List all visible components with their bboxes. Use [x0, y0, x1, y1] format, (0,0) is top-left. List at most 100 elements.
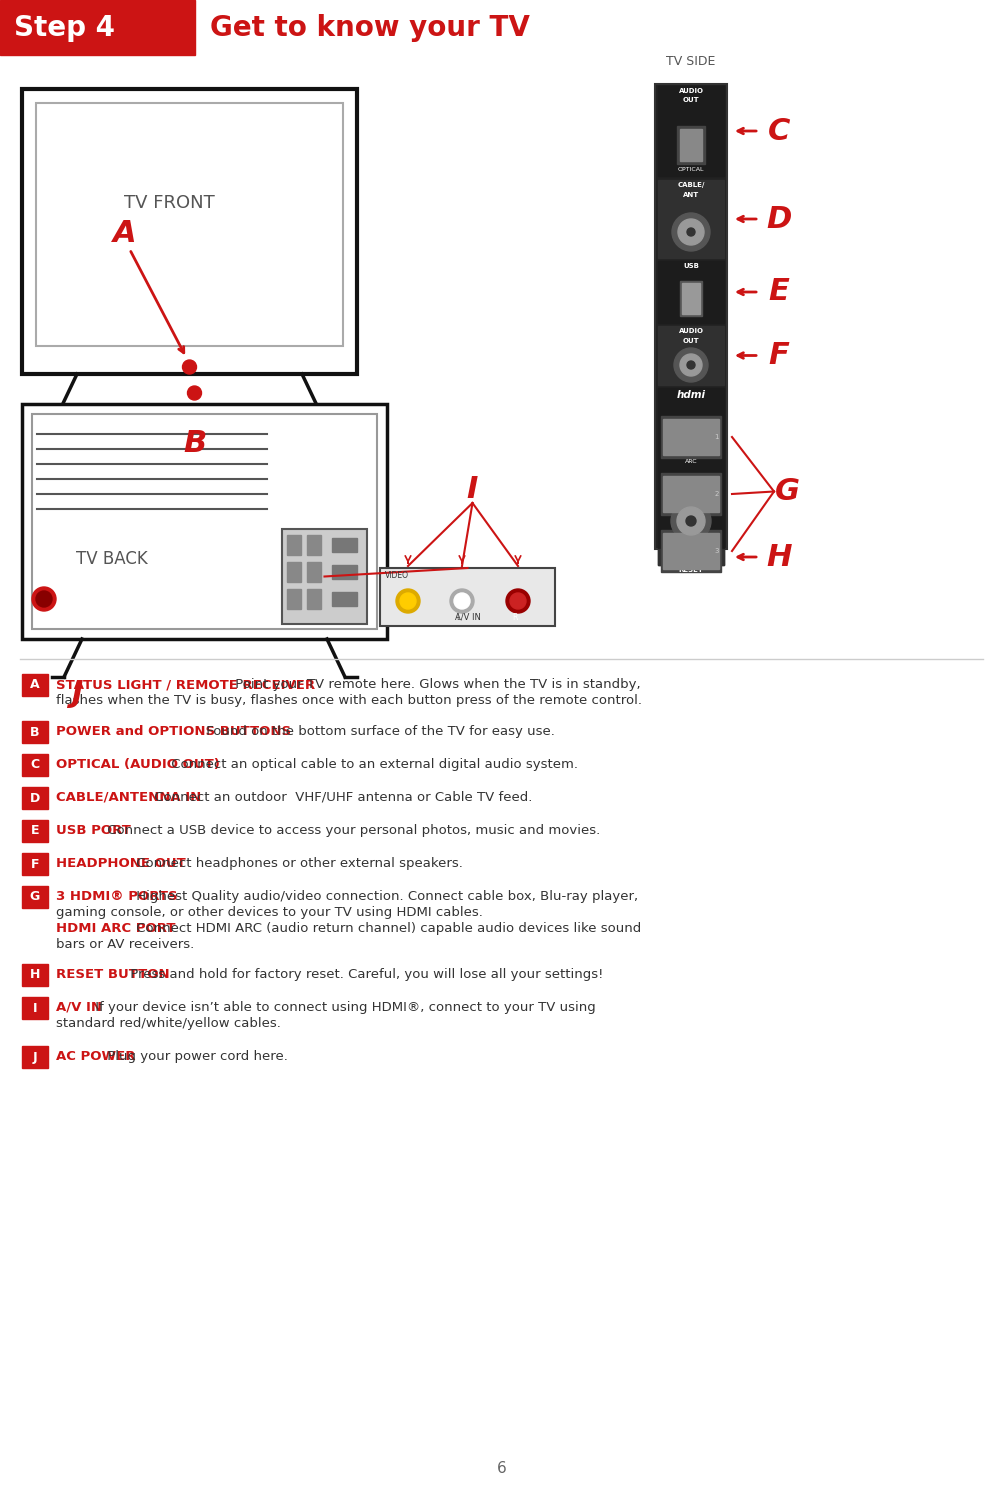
Text: G: G: [30, 890, 40, 904]
Text: If your device isn’t able to connect using HDMI®, connect to your TV using: If your device isn’t able to connect usi…: [91, 1001, 595, 1014]
Text: Highest Quality audio/video connection. Connect cable box, Blu-ray player,: Highest Quality audio/video connection. …: [132, 890, 637, 902]
Circle shape: [509, 593, 525, 610]
Bar: [282, 529, 367, 624]
Text: J: J: [71, 680, 82, 708]
Text: Plug your power cord here.: Plug your power cord here.: [102, 1050, 288, 1064]
Bar: [332, 565, 357, 580]
Bar: [22, 996, 48, 1019]
Text: AUDIO: AUDIO: [677, 329, 702, 335]
Text: L: L: [456, 613, 460, 622]
Bar: [657, 261, 723, 323]
Text: AUDIO: AUDIO: [677, 88, 702, 94]
Text: 3: 3: [713, 548, 718, 554]
Text: VIDEO: VIDEO: [385, 571, 409, 580]
Text: Connect a USB device to access your personal photos, music and movies.: Connect a USB device to access your pers…: [102, 825, 599, 837]
Circle shape: [670, 500, 710, 541]
Circle shape: [685, 515, 695, 526]
Circle shape: [450, 589, 474, 613]
Text: B: B: [30, 726, 40, 738]
Circle shape: [505, 589, 529, 613]
Bar: [660, 415, 720, 459]
Bar: [36, 103, 343, 347]
Bar: [660, 474, 720, 515]
Bar: [657, 179, 723, 258]
Text: POWER and OPTIONS BUTTONS: POWER and OPTIONS BUTTONS: [56, 725, 291, 738]
Text: F: F: [31, 858, 39, 871]
Text: CABLE/: CABLE/: [676, 182, 704, 188]
Text: bars or AV receivers.: bars or AV receivers.: [56, 938, 194, 952]
Circle shape: [182, 360, 196, 374]
Bar: [287, 589, 301, 610]
Circle shape: [671, 214, 709, 251]
Text: RESET BUTTON: RESET BUTTON: [56, 968, 169, 982]
Text: gaming console, or other devices to your TV using HDMI cables.: gaming console, or other devices to your…: [56, 905, 482, 919]
Bar: [32, 414, 377, 629]
Bar: [22, 886, 48, 908]
Bar: [22, 1046, 48, 1068]
Bar: [287, 562, 301, 583]
Circle shape: [686, 229, 694, 236]
Bar: [22, 787, 48, 808]
Text: Point your TV remote here. Glows when the TV is in standby,: Point your TV remote here. Glows when th…: [231, 678, 640, 692]
Bar: [662, 477, 718, 512]
Bar: [662, 418, 718, 456]
Text: AC POWER: AC POWER: [56, 1050, 135, 1064]
Text: HDMI ARC PORT: HDMI ARC PORT: [56, 922, 175, 935]
Text: R: R: [511, 613, 517, 622]
Bar: [654, 84, 726, 548]
Circle shape: [187, 385, 201, 400]
Text: OPTICAL (AUDIO OUT): OPTICAL (AUDIO OUT): [56, 757, 219, 771]
Bar: [679, 281, 701, 317]
Text: A: A: [30, 678, 40, 692]
Bar: [657, 548, 723, 565]
Text: C: C: [768, 117, 790, 145]
Text: USB: USB: [682, 263, 698, 269]
Bar: [660, 530, 720, 572]
Text: ARC: ARC: [684, 459, 696, 465]
Text: A/V IN: A/V IN: [454, 613, 480, 622]
Text: I: I: [466, 475, 478, 505]
Text: E: E: [768, 278, 789, 306]
Bar: [380, 568, 554, 626]
Bar: [657, 87, 723, 176]
Text: flashes when the TV is busy, flashes once with each button press of the remote c: flashes when the TV is busy, flashes onc…: [56, 695, 641, 707]
Bar: [662, 533, 718, 569]
Text: Connect HDMI ARC (audio return channel) capable audio devices like sound: Connect HDMI ARC (audio return channel) …: [132, 922, 640, 935]
Text: C: C: [30, 759, 39, 771]
Text: 1: 1: [713, 433, 718, 441]
Circle shape: [679, 354, 701, 376]
Bar: [307, 589, 321, 610]
Text: 3 HDMI® PORTS: 3 HDMI® PORTS: [56, 890, 177, 902]
Text: Get to know your TV: Get to know your TV: [209, 13, 529, 42]
Bar: [307, 562, 321, 583]
Text: ANT: ANT: [682, 193, 698, 199]
Text: Connect an outdoor  VHF/UHF antenna or Cable TV feed.: Connect an outdoor VHF/UHF antenna or Ca…: [149, 790, 531, 804]
Bar: [0, 0, 194, 55]
Circle shape: [32, 587, 56, 611]
Circle shape: [400, 593, 416, 610]
Text: TV SIDE: TV SIDE: [665, 55, 715, 69]
Text: USB PORT: USB PORT: [56, 825, 130, 837]
Text: Connect headphones or other external speakers.: Connect headphones or other external spe…: [132, 858, 463, 870]
Bar: [22, 674, 48, 696]
Text: B: B: [182, 429, 206, 459]
Text: OUT: OUT: [682, 338, 698, 344]
Text: standard red/white/yellow cables.: standard red/white/yellow cables.: [56, 1017, 281, 1029]
Bar: [332, 538, 357, 551]
Bar: [22, 820, 48, 843]
Circle shape: [454, 593, 470, 610]
Text: H: H: [30, 968, 40, 982]
Text: Press and hold for factory reset. Careful, you will lose all your settings!: Press and hold for factory reset. Carefu…: [126, 968, 603, 982]
Text: A: A: [112, 220, 136, 248]
Text: I: I: [33, 1001, 37, 1014]
Text: OPTICAL: OPTICAL: [677, 167, 703, 172]
Circle shape: [396, 589, 420, 613]
Bar: [679, 128, 701, 161]
Text: Connect an optical cable to an external digital audio system.: Connect an optical cable to an external …: [167, 757, 577, 771]
Circle shape: [677, 220, 703, 245]
Circle shape: [686, 362, 694, 369]
Circle shape: [36, 592, 52, 607]
Text: E: E: [31, 825, 39, 838]
Text: STATUS LIGHT / REMOTE RECEIVER: STATUS LIGHT / REMOTE RECEIVER: [56, 678, 315, 692]
Text: A/V IN: A/V IN: [56, 1001, 102, 1014]
